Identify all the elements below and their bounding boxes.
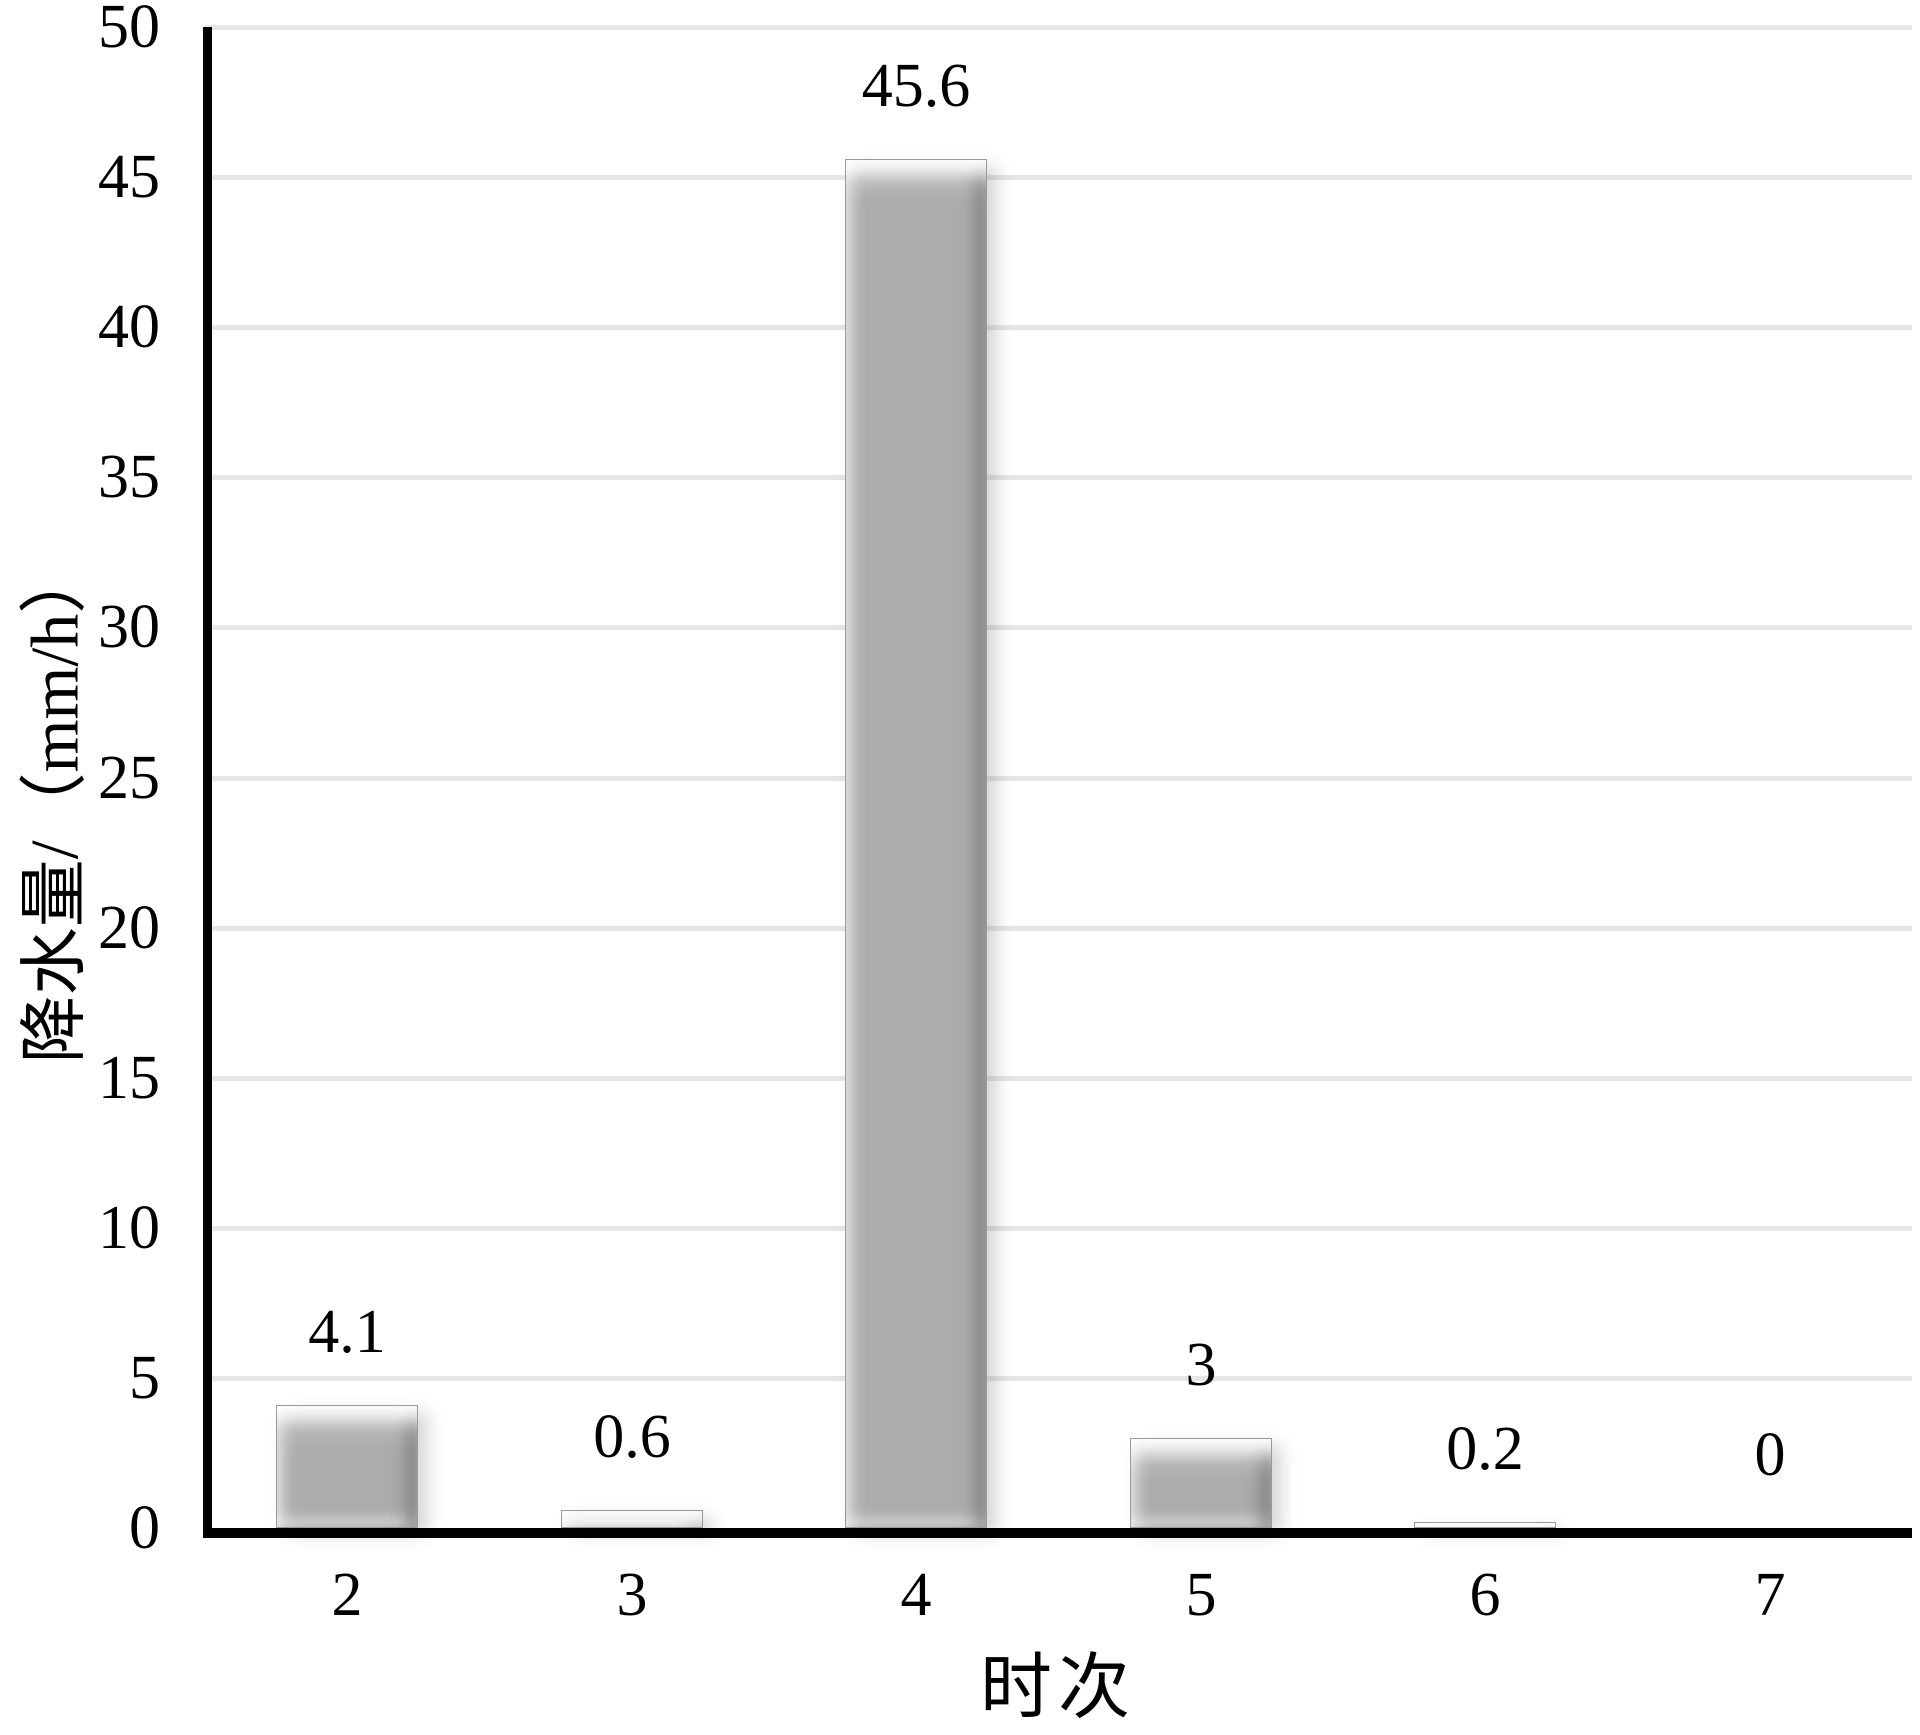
y-tick-label-5: 5 <box>129 1343 160 1412</box>
y-tick-label-30: 30 <box>98 593 160 662</box>
y-tick-label-20: 20 <box>98 893 160 962</box>
gridline-y-35 <box>205 475 1912 481</box>
x-tick-label-4: 4 <box>900 1561 932 1629</box>
gridline-y-45 <box>205 175 1912 181</box>
bar-value-label-2: 4.1 <box>308 1298 386 1366</box>
gridline-y-40 <box>205 325 1912 331</box>
x-tick-label-5: 5 <box>1185 1561 1217 1629</box>
y-axis-line <box>203 27 212 1538</box>
y-tick-label-10: 10 <box>98 1193 160 1262</box>
x-axis-title: 时次 <box>979 1648 1136 1728</box>
gridline-y-15 <box>205 1075 1912 1081</box>
y-tick-label-40: 40 <box>98 293 160 362</box>
bar-value-label-7: 0 <box>1754 1421 1786 1489</box>
x-tick-label-2: 2 <box>331 1561 363 1629</box>
gridline-y-25 <box>205 775 1912 781</box>
bar-category-6 <box>1414 1522 1556 1528</box>
x-tick-label-3: 3 <box>616 1561 648 1629</box>
y-tick-label-15: 15 <box>98 1043 160 1112</box>
gridline-y-10 <box>205 1225 1912 1231</box>
bar-category-3 <box>561 1510 703 1528</box>
y-tick-label-50: 50 <box>98 0 160 61</box>
gridline-y-30 <box>205 625 1912 631</box>
bar-category-5 <box>1130 1438 1272 1528</box>
y-tick-label-25: 25 <box>98 743 160 812</box>
x-tick-label-6: 6 <box>1469 1561 1501 1629</box>
bar-value-label-5: 3 <box>1185 1331 1217 1399</box>
x-tick-label-7: 7 <box>1754 1561 1786 1629</box>
y-tick-label-0: 0 <box>129 1494 160 1562</box>
gridline-y-20 <box>205 925 1912 931</box>
gridline-y-50 <box>205 25 1912 30</box>
y-tick-label-45: 45 <box>98 143 160 212</box>
gridline-y-5 <box>205 1375 1912 1381</box>
bar-category-4 <box>845 159 987 1528</box>
bar-value-label-4: 45.6 <box>861 52 971 120</box>
bar-value-label-3: 0.6 <box>593 1403 671 1471</box>
bar-value-label-6: 0.2 <box>1446 1415 1524 1483</box>
x-axis-line <box>203 1528 1912 1538</box>
bar-category-2 <box>276 1405 418 1528</box>
y-tick-label-35: 35 <box>98 443 160 512</box>
